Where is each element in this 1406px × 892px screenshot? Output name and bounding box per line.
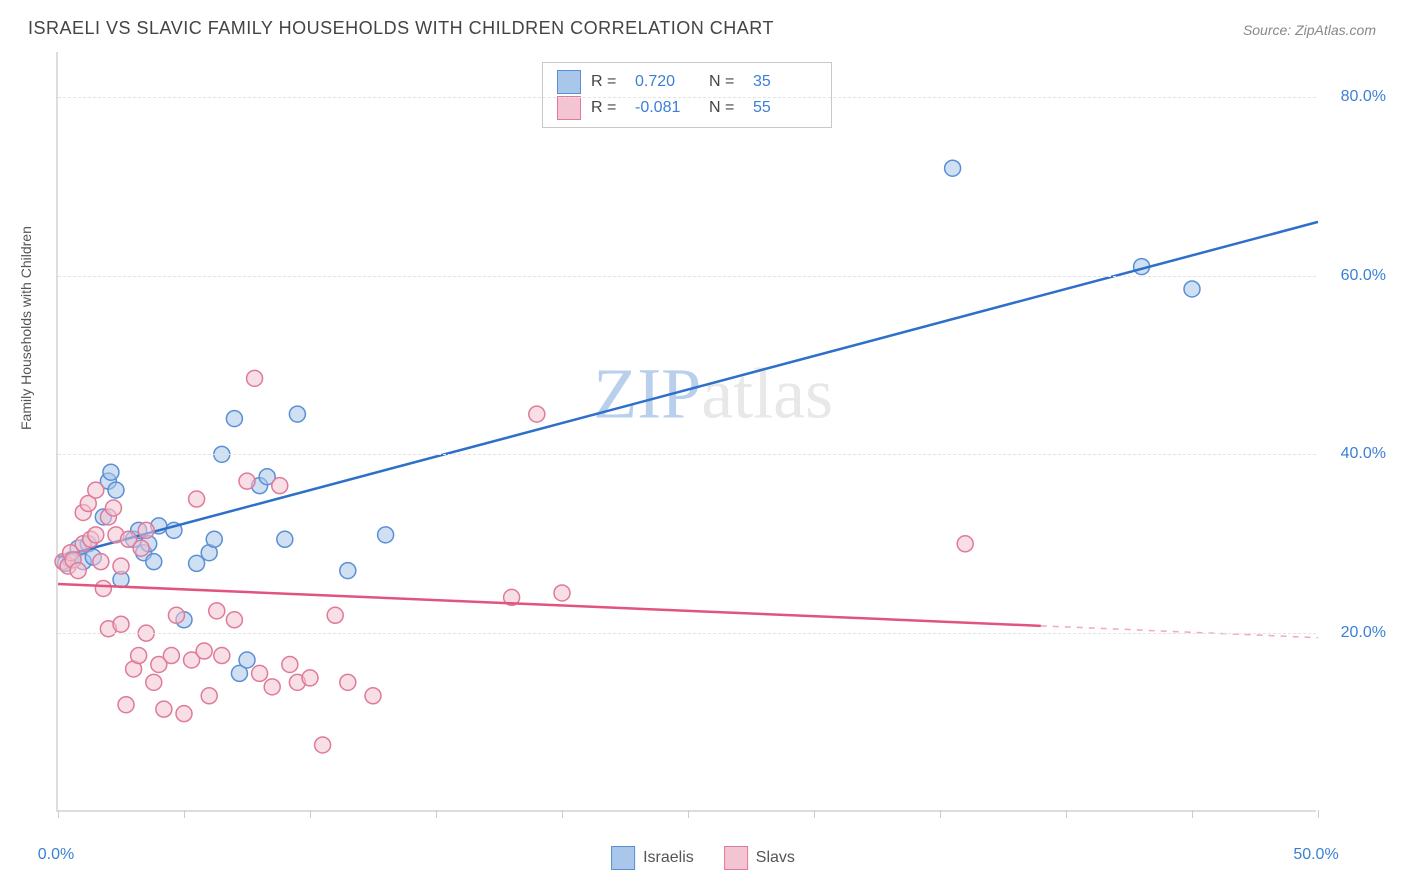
x-tick-mark xyxy=(310,810,311,818)
x-tick-mark xyxy=(1066,810,1067,818)
data-point xyxy=(206,531,222,547)
data-point xyxy=(378,527,394,543)
gridline xyxy=(58,276,1316,277)
data-point xyxy=(945,160,961,176)
y-tick-label: 40.0% xyxy=(1341,445,1386,463)
source-label: Source: ZipAtlas.com xyxy=(1243,22,1376,38)
data-point xyxy=(1184,281,1200,297)
x-tick-label: 0.0% xyxy=(38,846,74,864)
x-tick-mark xyxy=(1192,810,1193,818)
data-point xyxy=(196,643,212,659)
legend-series-label: Slavs xyxy=(756,849,795,867)
x-tick-mark xyxy=(58,810,59,818)
x-tick-mark xyxy=(184,810,185,818)
data-point xyxy=(156,701,172,717)
data-point xyxy=(168,607,184,623)
legend-r-label: R = xyxy=(591,99,625,117)
data-point xyxy=(138,522,154,538)
data-point xyxy=(340,563,356,579)
data-point xyxy=(88,527,104,543)
data-point xyxy=(176,706,192,722)
y-tick-label: 80.0% xyxy=(1341,88,1386,106)
x-tick-mark xyxy=(436,810,437,818)
data-point xyxy=(189,491,205,507)
legend-series: Israelis Slavs xyxy=(611,846,795,870)
legend-n-value: 35 xyxy=(753,73,817,91)
data-point xyxy=(93,554,109,570)
legend-series-item: Israelis xyxy=(611,846,694,870)
legend-n-value: 55 xyxy=(753,99,817,117)
legend-swatch xyxy=(724,846,748,870)
chart-title: ISRAELI VS SLAVIC FAMILY HOUSEHOLDS WITH… xyxy=(28,18,774,39)
y-axis-label: Family Households with Children xyxy=(18,226,34,430)
legend-n-label: N = xyxy=(709,73,743,91)
data-point xyxy=(529,406,545,422)
trendline-extrapolated xyxy=(1041,626,1318,638)
data-point xyxy=(264,679,280,695)
y-tick-label: 20.0% xyxy=(1341,624,1386,642)
data-point xyxy=(315,737,331,753)
x-tick-label: 50.0% xyxy=(1293,846,1338,864)
trendline xyxy=(58,584,1041,626)
x-tick-mark xyxy=(562,810,563,818)
legend-swatch xyxy=(611,846,635,870)
data-point xyxy=(340,674,356,690)
data-point xyxy=(239,652,255,668)
y-tick-label: 60.0% xyxy=(1341,267,1386,285)
data-point xyxy=(146,554,162,570)
data-point xyxy=(70,563,86,579)
data-point xyxy=(105,500,121,516)
data-point xyxy=(113,558,129,574)
data-point xyxy=(302,670,318,686)
data-point xyxy=(163,648,179,664)
legend-series-item: Slavs xyxy=(724,846,795,870)
data-point xyxy=(272,478,288,494)
data-point xyxy=(201,688,217,704)
data-point xyxy=(226,612,242,628)
gridline xyxy=(58,454,1316,455)
data-point xyxy=(209,603,225,619)
legend-r-value: 0.720 xyxy=(635,73,699,91)
data-point xyxy=(327,607,343,623)
legend-correlation: R = 0.720 N = 35 R = -0.081 N = 55 xyxy=(542,62,832,128)
trendline xyxy=(58,222,1318,557)
data-point xyxy=(282,656,298,672)
legend-r-value: -0.081 xyxy=(635,99,699,117)
data-point xyxy=(226,411,242,427)
data-point xyxy=(252,665,268,681)
legend-n-label: N = xyxy=(709,99,743,117)
x-tick-mark xyxy=(688,810,689,818)
data-point xyxy=(103,464,119,480)
data-point xyxy=(289,406,305,422)
data-point xyxy=(131,648,147,664)
gridline xyxy=(58,633,1316,634)
data-point xyxy=(214,648,230,664)
data-point xyxy=(247,370,263,386)
data-point xyxy=(554,585,570,601)
x-tick-mark xyxy=(940,810,941,818)
data-point xyxy=(118,697,134,713)
legend-correlation-row: R = 0.720 N = 35 xyxy=(557,69,817,95)
legend-series-label: Israelis xyxy=(643,849,694,867)
legend-swatch xyxy=(557,70,581,94)
legend-swatch xyxy=(557,96,581,120)
x-tick-mark xyxy=(1318,810,1319,818)
data-point xyxy=(365,688,381,704)
data-point xyxy=(113,616,129,632)
legend-correlation-row: R = -0.081 N = 55 xyxy=(557,95,817,121)
data-point xyxy=(133,540,149,556)
data-point xyxy=(239,473,255,489)
plot-area: ZIPatlas R =0.720N =35R =-0.081N =55 xyxy=(56,52,1316,812)
data-point xyxy=(95,580,111,596)
data-point xyxy=(277,531,293,547)
chart-svg xyxy=(58,52,1316,810)
data-point xyxy=(88,482,104,498)
data-point xyxy=(108,482,124,498)
x-tick-mark xyxy=(814,810,815,818)
legend-r-label: R = xyxy=(591,73,625,91)
gridline xyxy=(58,97,1316,98)
data-point xyxy=(146,674,162,690)
data-point xyxy=(957,536,973,552)
